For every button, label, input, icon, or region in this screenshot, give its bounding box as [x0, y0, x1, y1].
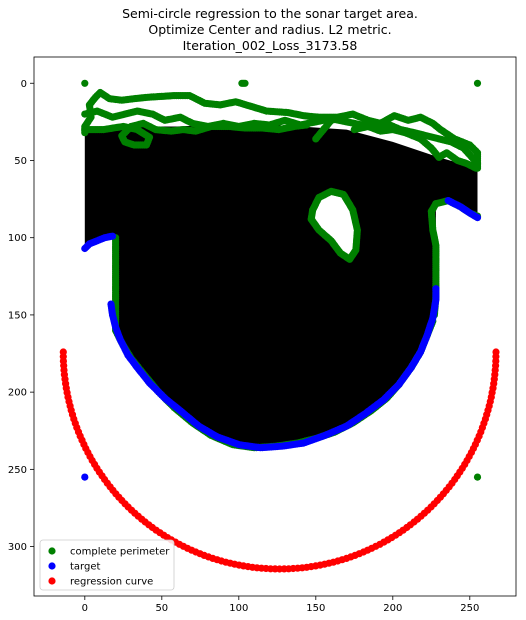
y-tick-label: 250 — [8, 465, 27, 476]
y-tick-label: 150 — [8, 310, 27, 321]
chart-title-line-2: Optimize Center and radius. L2 metric. — [148, 22, 391, 37]
data-point — [474, 80, 481, 87]
data-point — [109, 233, 116, 240]
data-point — [474, 214, 481, 221]
x-tick-label: 50 — [155, 603, 168, 614]
legend-marker — [48, 562, 55, 569]
plot-area — [60, 80, 500, 573]
legend-marker — [48, 577, 55, 584]
chart-title-line-1: Semi-circle regression to the sonar targ… — [122, 6, 418, 21]
x-tick-label: 250 — [460, 603, 479, 614]
chart-title-line-3: Iteration_002_Loss_3173.58 — [183, 38, 358, 53]
y-tick-label: 0 — [21, 79, 27, 90]
data-point — [241, 80, 248, 87]
legend-label: target — [70, 562, 100, 573]
chart-title: Semi-circle regression to the sonar targ… — [122, 6, 418, 53]
legend-marker — [48, 547, 55, 554]
y-tick-label: 100 — [8, 233, 27, 244]
data-point — [60, 348, 67, 355]
x-tick-label: 200 — [383, 603, 402, 614]
data-point — [474, 474, 481, 481]
y-tick-label: 50 — [14, 156, 27, 167]
data-point — [432, 285, 439, 292]
plot-marks — [60, 80, 500, 573]
x-tick-label: 100 — [229, 603, 248, 614]
legend: complete perimeter target regression curve — [40, 540, 174, 590]
data-point — [81, 80, 88, 87]
data-point — [472, 165, 479, 172]
data-point — [340, 114, 347, 121]
x-tick-label: 0 — [82, 603, 88, 614]
data-point — [309, 206, 316, 213]
data-point — [81, 474, 88, 481]
y-tick-label: 300 — [8, 542, 27, 553]
y-tick-label: 200 — [8, 388, 27, 399]
filled-target-region — [85, 123, 478, 447]
data-point — [303, 121, 310, 128]
x-tick-label: 150 — [306, 603, 325, 614]
legend-label: regression curve — [70, 577, 153, 588]
legend-label: complete perimeter — [70, 547, 170, 558]
